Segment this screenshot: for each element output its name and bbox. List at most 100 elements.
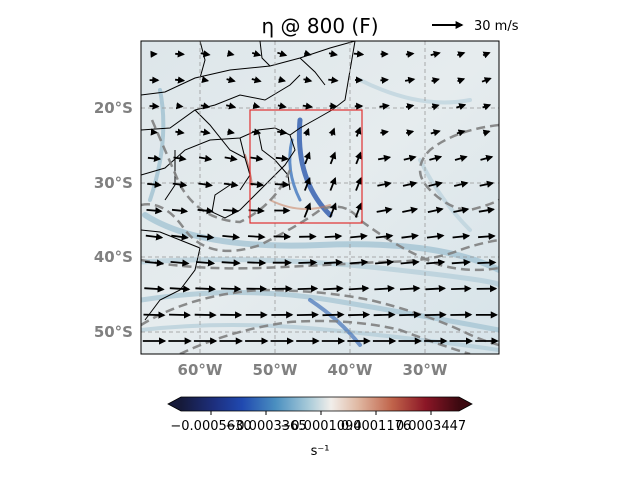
wind-arrow	[430, 129, 441, 137]
wind-arrow	[451, 285, 472, 293]
wind-arrow	[146, 207, 163, 215]
wind-arrow	[456, 103, 467, 111]
wind-arrow	[350, 232, 368, 241]
wind-arrow	[454, 154, 468, 162]
wind-arrow	[302, 127, 310, 136]
wind-arrow	[220, 285, 242, 293]
wind-arrow	[169, 311, 192, 319]
wind-arrow	[171, 233, 189, 241]
wind-vector-field	[142, 49, 499, 345]
wind-arrow	[323, 258, 344, 267]
wind-arrow	[303, 176, 311, 191]
wind-arrow	[223, 180, 239, 189]
wind-arrow	[198, 181, 213, 189]
wind-arrow	[226, 49, 235, 57]
wind-arrow	[453, 180, 469, 188]
wind-arrow	[430, 50, 441, 58]
wind-arrow	[303, 151, 311, 165]
colorbar-tick-3: 0.0001176	[341, 419, 411, 434]
colorbar-extend-min	[168, 397, 181, 411]
wind-arrow	[376, 206, 393, 214]
wind-arrow	[221, 259, 241, 267]
wind-arrow	[402, 180, 418, 188]
lon-label-30w: 30°W	[403, 361, 448, 379]
wind-arrow	[200, 102, 211, 110]
wind-arrow	[303, 202, 312, 218]
map-panel	[141, 41, 499, 354]
wind-arrow	[277, 102, 287, 110]
lon-label-50w: 50°W	[253, 361, 298, 379]
wind-arrow	[380, 76, 389, 84]
wind-arrow	[403, 154, 417, 162]
colorbar-tick-0: −0.0005630	[170, 419, 251, 434]
wind-arrow	[145, 233, 164, 241]
wind-arrow	[453, 206, 470, 214]
wind-arrow	[405, 103, 415, 111]
wind-arrow	[143, 311, 166, 319]
wind-arrow	[169, 285, 191, 293]
colorbar-gradient	[181, 397, 459, 411]
lat-label-50s: 50°S	[94, 323, 133, 341]
wind-arrow	[175, 128, 185, 136]
wind-arrow	[354, 202, 363, 218]
wind-arrow	[375, 258, 395, 267]
wind-arrow	[404, 76, 416, 84]
lon-label-60w: 60°W	[178, 361, 223, 379]
wind-arrow	[380, 129, 389, 137]
wind-arrow	[405, 50, 415, 58]
wind-arrow	[195, 285, 216, 293]
wind-arrow	[482, 51, 491, 59]
wind-arrow	[452, 232, 471, 240]
wind-arrow	[375, 232, 394, 240]
wind-arrow	[399, 284, 421, 293]
wind-arrow	[477, 259, 497, 267]
wind-arrow	[277, 50, 288, 58]
wind-arrow	[252, 128, 262, 136]
wind-arrow	[401, 232, 419, 240]
wind-arrow	[354, 126, 362, 137]
wind-arrow	[377, 154, 392, 162]
wind-arrow	[405, 129, 415, 137]
wind-arrow	[348, 311, 371, 319]
wind-arrow	[171, 207, 189, 215]
wind-arrow	[200, 50, 211, 58]
wind-arrow	[481, 77, 492, 84]
colorbar-unit-label: s⁻¹	[311, 444, 330, 459]
wind-arrow	[302, 102, 314, 110]
wind-arrow	[251, 50, 262, 58]
wind-arrow	[251, 76, 262, 84]
wind-arrow	[377, 180, 392, 188]
wind-arrow	[480, 154, 494, 162]
wind-arrow	[222, 233, 241, 241]
wind-arrow	[298, 258, 318, 267]
wind-arrow	[349, 258, 369, 267]
wind-arrow	[198, 154, 213, 162]
wind-arrow	[277, 128, 288, 136]
wind-arrow	[399, 311, 422, 319]
wind-arrow	[400, 258, 420, 267]
wind-arrow	[328, 76, 339, 84]
wind-arrow	[170, 259, 190, 267]
wind-arrow	[303, 49, 312, 57]
wind-arrow	[175, 102, 184, 110]
wind-arrow	[478, 232, 496, 241]
lat-label-30s: 30°S	[94, 174, 133, 192]
wind-arrow	[379, 102, 390, 110]
wind-arrow	[426, 258, 446, 267]
wind-arrow	[226, 76, 236, 84]
wind-reference-legend: 30 m/s	[432, 19, 519, 34]
wind-arrow	[201, 76, 210, 84]
lat-label-40s: 40°S	[94, 248, 133, 266]
colorbar-tick-4: 0.0003447	[396, 419, 466, 434]
wind-arrow	[200, 128, 211, 136]
wind-arrow	[456, 129, 466, 137]
colorbar-extend-max	[459, 397, 472, 411]
wind-arrow	[328, 50, 338, 58]
wind-arrow	[297, 285, 319, 293]
wind-arrow	[348, 284, 370, 293]
wind-arrow	[323, 285, 344, 293]
wind-arrow	[275, 154, 289, 162]
wind-arrow	[425, 285, 447, 293]
wind-arrow	[173, 154, 187, 162]
